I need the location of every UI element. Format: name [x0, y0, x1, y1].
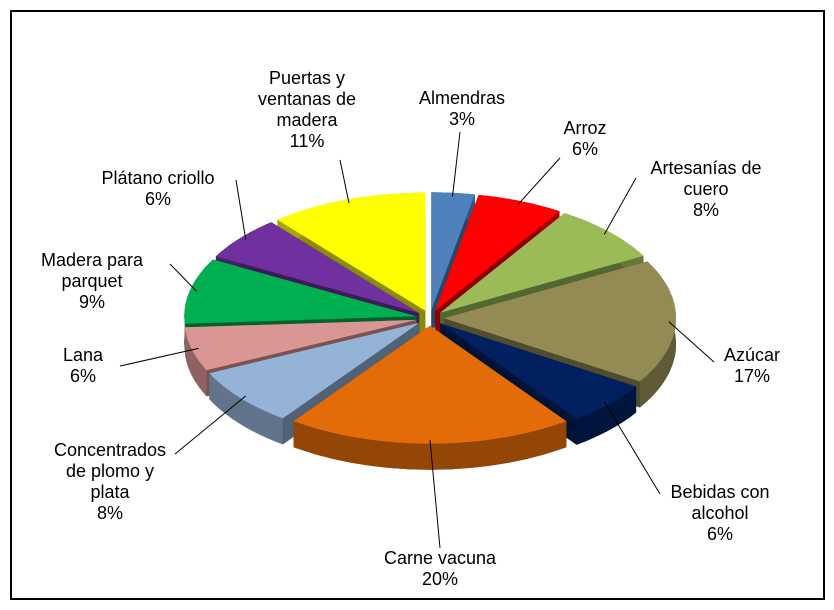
slice-side	[209, 373, 283, 445]
leader-line	[169, 263, 198, 292]
leader-line	[452, 131, 461, 197]
data-label: Bebidas con alcohol 6%	[655, 482, 785, 545]
value-label: 6%	[571, 139, 598, 159]
data-label: Almendras 3%	[402, 88, 522, 130]
leader-line	[339, 159, 350, 204]
data-label: Azúcar 17%	[707, 345, 797, 387]
leader-line	[603, 401, 661, 495]
slice-side	[184, 327, 207, 397]
category-label: Artesanías de cuero	[650, 158, 762, 199]
slice	[440, 213, 644, 313]
leader-line	[429, 440, 441, 549]
category-label: Almendras	[418, 88, 506, 108]
data-label: Carne vacuna 20%	[360, 548, 520, 590]
leader-line	[603, 177, 637, 235]
category-label: Concentrados de plomo y plata	[53, 440, 167, 502]
category-label: Madera para parquet	[40, 250, 144, 291]
leader-line	[668, 321, 715, 363]
leader-line	[174, 395, 247, 455]
slice	[209, 322, 420, 419]
slice	[431, 192, 475, 311]
slice	[440, 323, 637, 419]
data-label: Concentrados de plomo y plata 8%	[45, 440, 175, 524]
value-label: 6%	[144, 189, 171, 209]
leader-line	[119, 347, 199, 367]
data-label: Lana 6%	[43, 345, 123, 387]
data-label: Puertas y ventanas de madera 11%	[252, 68, 362, 152]
slice-side	[576, 386, 637, 445]
value-label: 11%	[289, 131, 325, 151]
slice	[277, 192, 426, 311]
data-label: Artesanías de cuero 8%	[636, 158, 776, 221]
value-label: 3%	[448, 109, 475, 129]
value-label: 8%	[692, 200, 719, 220]
category-label: Lana	[62, 345, 104, 365]
category-label: Carne vacuna	[383, 548, 497, 568]
slice	[215, 222, 420, 314]
data-label: Plátano criollo 6%	[73, 168, 243, 210]
category-label: Arroz	[563, 118, 607, 138]
value-label: 6%	[706, 524, 733, 544]
slice	[184, 319, 417, 371]
value-label: 20%	[421, 569, 459, 589]
leader-line	[517, 157, 561, 205]
category-label: Bebidas con alcohol	[670, 482, 770, 523]
slice	[184, 259, 417, 324]
slice	[444, 261, 676, 382]
slice	[435, 194, 560, 311]
value-label: 8%	[96, 503, 123, 523]
value-label: 6%	[69, 366, 96, 386]
value-label: 9%	[78, 292, 105, 312]
slice	[293, 325, 567, 444]
data-label: Arroz 6%	[545, 118, 625, 160]
value-label: 17%	[733, 366, 771, 386]
category-label: Plátano criollo	[101, 168, 215, 188]
category-label: Azúcar	[723, 345, 781, 365]
category-label: Puertas y ventanas de madera	[257, 68, 357, 130]
leader-line	[235, 179, 247, 241]
data-label: Madera para parquet 9%	[32, 250, 152, 313]
